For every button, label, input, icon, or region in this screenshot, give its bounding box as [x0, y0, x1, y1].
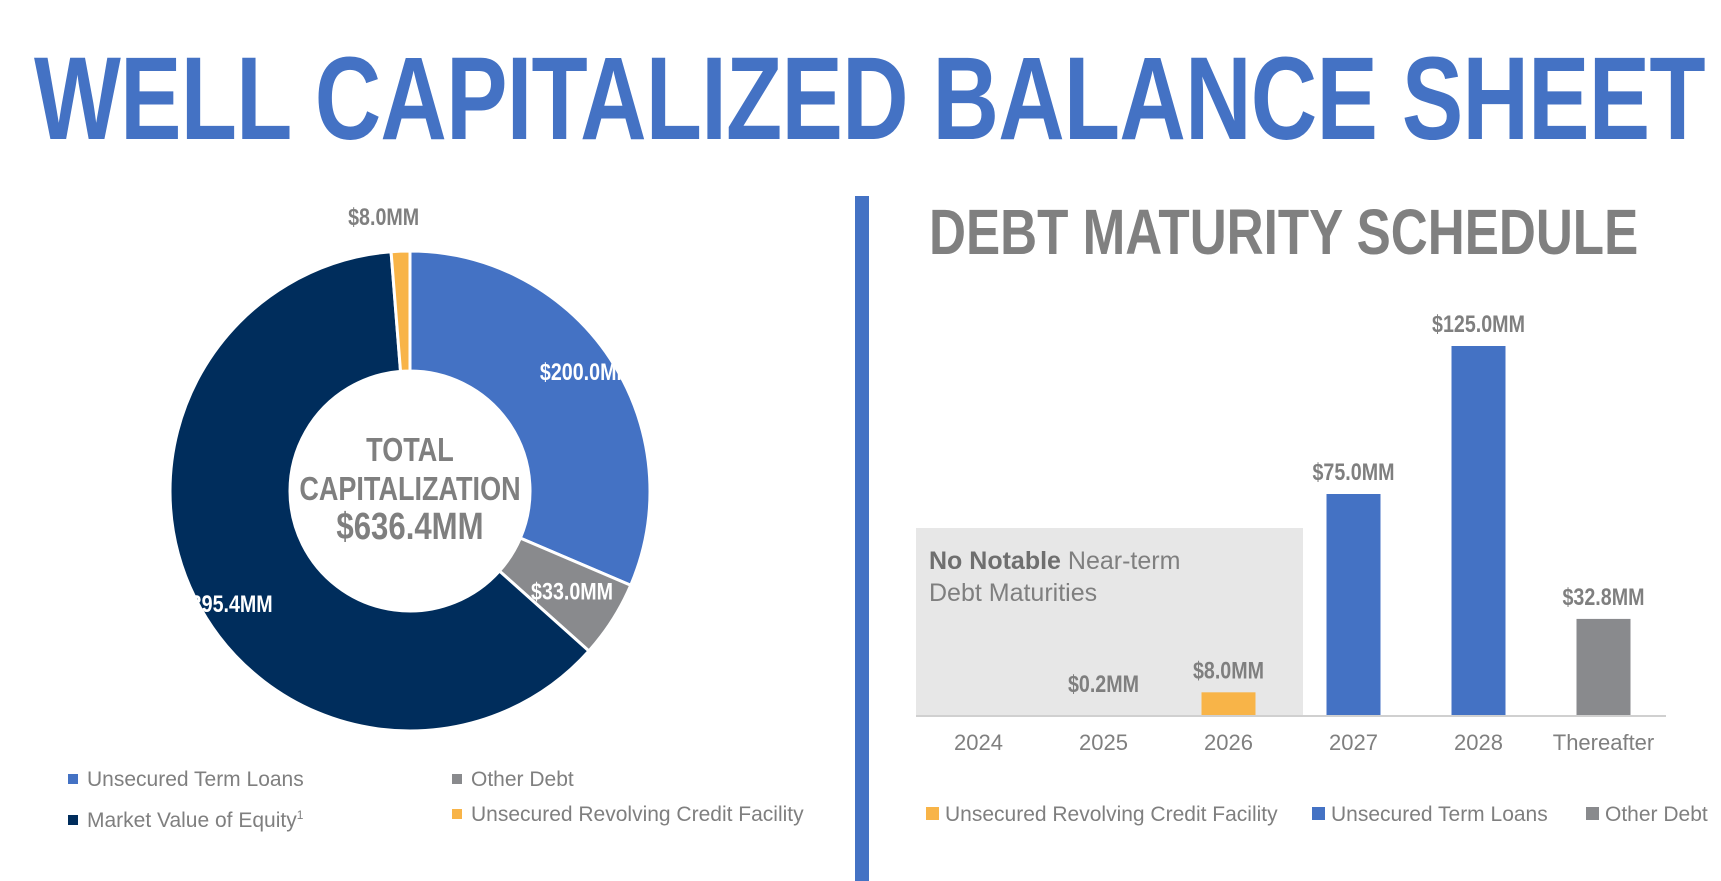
donut-legend-equity: Market Value of Equity1 — [68, 803, 303, 833]
donut-data-label: $200.0MM — [540, 358, 633, 385]
legend-label: Unsecured Revolving Credit Facility — [471, 803, 804, 826]
donut-legend-term-loans: Unsecured Term Loans — [68, 768, 304, 792]
x-tick-label: 2027 — [1329, 730, 1378, 755]
bar-data-label: $125.0MM — [1432, 310, 1525, 337]
legend-swatch — [1586, 807, 1599, 820]
donut-legend-other-debt: Other Debt — [452, 768, 574, 792]
legend-swatch — [68, 774, 78, 784]
x-tick-label: 2028 — [1454, 730, 1503, 755]
x-tick-label: 2025 — [1079, 730, 1128, 755]
bar-2028-unsecured-term-loans — [1451, 346, 1506, 716]
legend-swatch — [68, 815, 78, 825]
donut-slice-market-value-of-equity — [168, 250, 592, 733]
bar-legend-revolver: Unsecured Revolving Credit Facility — [926, 803, 1278, 827]
bar-data-label: $32.8MM — [1562, 583, 1644, 610]
legend-label: Market Value of Equity — [87, 809, 297, 832]
legend-label: Unsecured Term Loans — [1331, 803, 1548, 826]
bar-thereafter-other-debt — [1576, 618, 1631, 716]
legend-swatch — [1312, 807, 1325, 820]
legend-label: Unsecured Revolving Credit Facility — [945, 803, 1278, 826]
debt-maturity-title: DEBT MATURITY SCHEDULE — [929, 196, 1639, 268]
near-term-annotation: No Notable Near-term — [929, 547, 1180, 575]
donut-slice-unsecured-revolving-credit-facility — [389, 249, 412, 373]
donut-slice-unsecured-term-loans — [408, 249, 652, 588]
donut-center-label: CAPITALIZATION — [299, 472, 520, 508]
legend-swatch — [452, 774, 462, 784]
donut-data-label: $8.0MM — [348, 203, 419, 230]
x-tick-label: 2026 — [1204, 730, 1253, 755]
donut-center-value: $636.4MM — [336, 506, 483, 548]
annotation-text: Near-term — [1061, 547, 1180, 575]
x-tick-label: 2024 — [954, 730, 1003, 755]
donut-center-label: TOTAL — [366, 433, 454, 469]
near-term-annotation-line2: Debt Maturities — [929, 579, 1097, 607]
legend-label: Other Debt — [1605, 803, 1708, 826]
bar-data-label: $0.2MM — [1068, 670, 1139, 697]
donut-legend-revolver: Unsecured Revolving Credit Facility — [452, 803, 804, 827]
bar-data-label: $8.0MM — [1193, 656, 1264, 683]
bar-legend-other-debt: Other Debt — [1586, 803, 1708, 827]
legend-label: Other Debt — [471, 768, 574, 791]
bar-2026-unsecured-revolving-credit-facility — [1201, 692, 1256, 716]
legend-label: Unsecured Term Loans — [87, 768, 304, 791]
donut-data-label: $33.0MM — [531, 577, 613, 604]
footnote-marker: 1 — [296, 808, 304, 822]
legend-swatch — [926, 807, 939, 820]
bar-data-label: $75.0MM — [1312, 458, 1394, 485]
vertical-divider — [855, 196, 869, 881]
near-term-panel — [916, 528, 1303, 716]
donut-data-label: $395.4MM — [180, 590, 273, 617]
bar-legend-term-loans: Unsecured Term Loans — [1312, 803, 1548, 827]
x-tick-label: Thereafter — [1553, 730, 1655, 755]
legend-swatch — [452, 809, 462, 819]
annotation-bold: No Notable — [929, 547, 1061, 575]
bar-2027-unsecured-term-loans — [1326, 494, 1381, 716]
